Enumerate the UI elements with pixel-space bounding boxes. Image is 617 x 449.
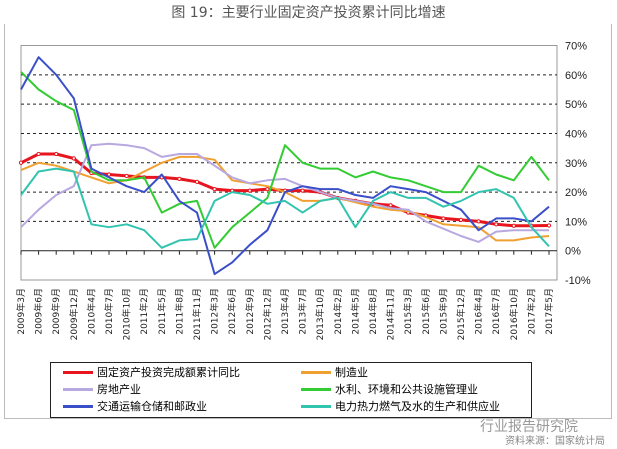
x-tick-label: 2015年9月 (437, 288, 449, 335)
legend-swatch (63, 388, 93, 391)
chart-frame (4, 24, 612, 419)
legend-label: 交通运输仓储和邮政业 (97, 400, 207, 413)
legend-label: 电力热力燃气及水的生产和供应业 (335, 400, 500, 413)
data-point (54, 151, 59, 157)
x-tick-label: 2014年2月 (332, 288, 344, 335)
x-tick-label: 2015年3月 (402, 288, 414, 335)
x-tick-label: 2011年5月 (156, 288, 168, 335)
data-point (177, 176, 182, 181)
legend: 固定资产投资完成额累计同比 制造业房地产业 水利、环境和公共设施管理业交通运输仓储和… (50, 362, 532, 418)
x-tick-label: 2010年10月 (121, 288, 133, 340)
x-tick-label: 2015年12月 (455, 288, 467, 340)
series-line-3 (20, 71, 550, 249)
x-tick-label: 2011年8月 (173, 288, 185, 335)
data-point (511, 223, 516, 228)
x-tick-label: 2013年7月 (297, 288, 309, 335)
series-line-4 (20, 56, 550, 276)
x-tick-label: 2016年10月 (508, 288, 520, 340)
data-point (300, 188, 305, 193)
source-note: 资料来源：国家统计局 (505, 436, 605, 447)
data-point (476, 219, 481, 224)
series-line-5 (20, 167, 550, 249)
x-tick-label: 2013年10月 (314, 288, 326, 340)
legend-label: 水利、环境和公共设施管理业 (335, 383, 478, 396)
series-line-2 (20, 142, 549, 243)
x-tick-label: 2015年6月 (420, 288, 432, 335)
legend-label: 房地产业 (97, 383, 141, 396)
legend-item: 房地产业 (63, 381, 141, 398)
x-tick-label: 2009年3月 (15, 288, 27, 335)
legend-item: 电力热力燃气及水的生产和供应业 (301, 398, 500, 415)
y-tick-label: 20% (565, 187, 587, 199)
x-tick-label: 2010年7月 (103, 288, 115, 335)
legend-item: 水利、环境和公共设施管理业 (301, 381, 478, 398)
legend-item: 交通运输仓储和邮政业 (63, 398, 207, 415)
x-tick-label: 2017年2月 (525, 288, 537, 335)
x-tick-label: 2011年11月 (191, 288, 203, 340)
x-tick-label: 2017年5月 (543, 288, 555, 335)
legend-swatch (63, 405, 93, 408)
legend-swatch (301, 388, 331, 391)
data-point (546, 223, 552, 228)
x-tick-label: 2012年3月 (209, 288, 221, 335)
legend-item: 固定资产投资完成额累计同比 (63, 364, 240, 381)
y-tick-label: 30% (565, 158, 587, 170)
legend-label: 制造业 (335, 366, 368, 379)
data-point (124, 173, 129, 179)
x-tick-label: 2012年9月 (244, 288, 256, 335)
y-tick-label: 0% (565, 246, 581, 258)
watermark: 行业报告研究院 (480, 419, 578, 435)
y-tick-label: 50% (565, 99, 587, 111)
data-point (441, 216, 446, 221)
x-tick-label: 2010年4月 (85, 288, 97, 335)
y-tick-label: 60% (565, 70, 587, 82)
data-point (388, 203, 393, 208)
x-tick-label: 2016年4月 (473, 288, 485, 335)
data-point (494, 222, 499, 227)
chart-title: 图 19：主要行业固定资产投资累计同比增速 (171, 5, 446, 21)
legend-label: 固定资产投资完成额累计同比 (97, 366, 240, 379)
data-point (36, 151, 41, 157)
legend-swatch (301, 405, 331, 408)
x-tick-label: 2016年7月 (490, 288, 502, 335)
x-tick-label: 2013年4月 (279, 288, 291, 335)
data-point (458, 217, 464, 223)
y-tick-label: 40% (565, 128, 587, 140)
x-tick-label: 2011年2月 (138, 288, 150, 335)
x-tick-label: 2009年9月 (50, 288, 62, 335)
x-tick-label: 2012年12月 (261, 288, 273, 340)
legend-swatch (301, 371, 331, 374)
data-point (18, 160, 24, 165)
x-tick-label: 2014年11月 (385, 288, 397, 340)
y-tick-label: 10% (565, 216, 587, 228)
data-point (265, 187, 270, 192)
data-point (71, 156, 76, 161)
x-tick-label: 2014年8月 (367, 288, 379, 335)
legend-swatch (63, 371, 93, 374)
y-tick-label: 70% (565, 41, 587, 53)
x-tick-label: 2009年6月 (33, 288, 45, 335)
x-tick-label: 2014年5月 (349, 288, 361, 335)
data-point (194, 179, 200, 184)
x-tick-label: 2012年6月 (226, 288, 238, 335)
data-point (247, 188, 252, 193)
x-tick-label: 2009年12月 (68, 288, 80, 340)
legend-item: 制造业 (301, 364, 368, 381)
y-tick-label: -10% (565, 275, 591, 287)
data-point (212, 187, 217, 192)
data-point (106, 172, 112, 177)
